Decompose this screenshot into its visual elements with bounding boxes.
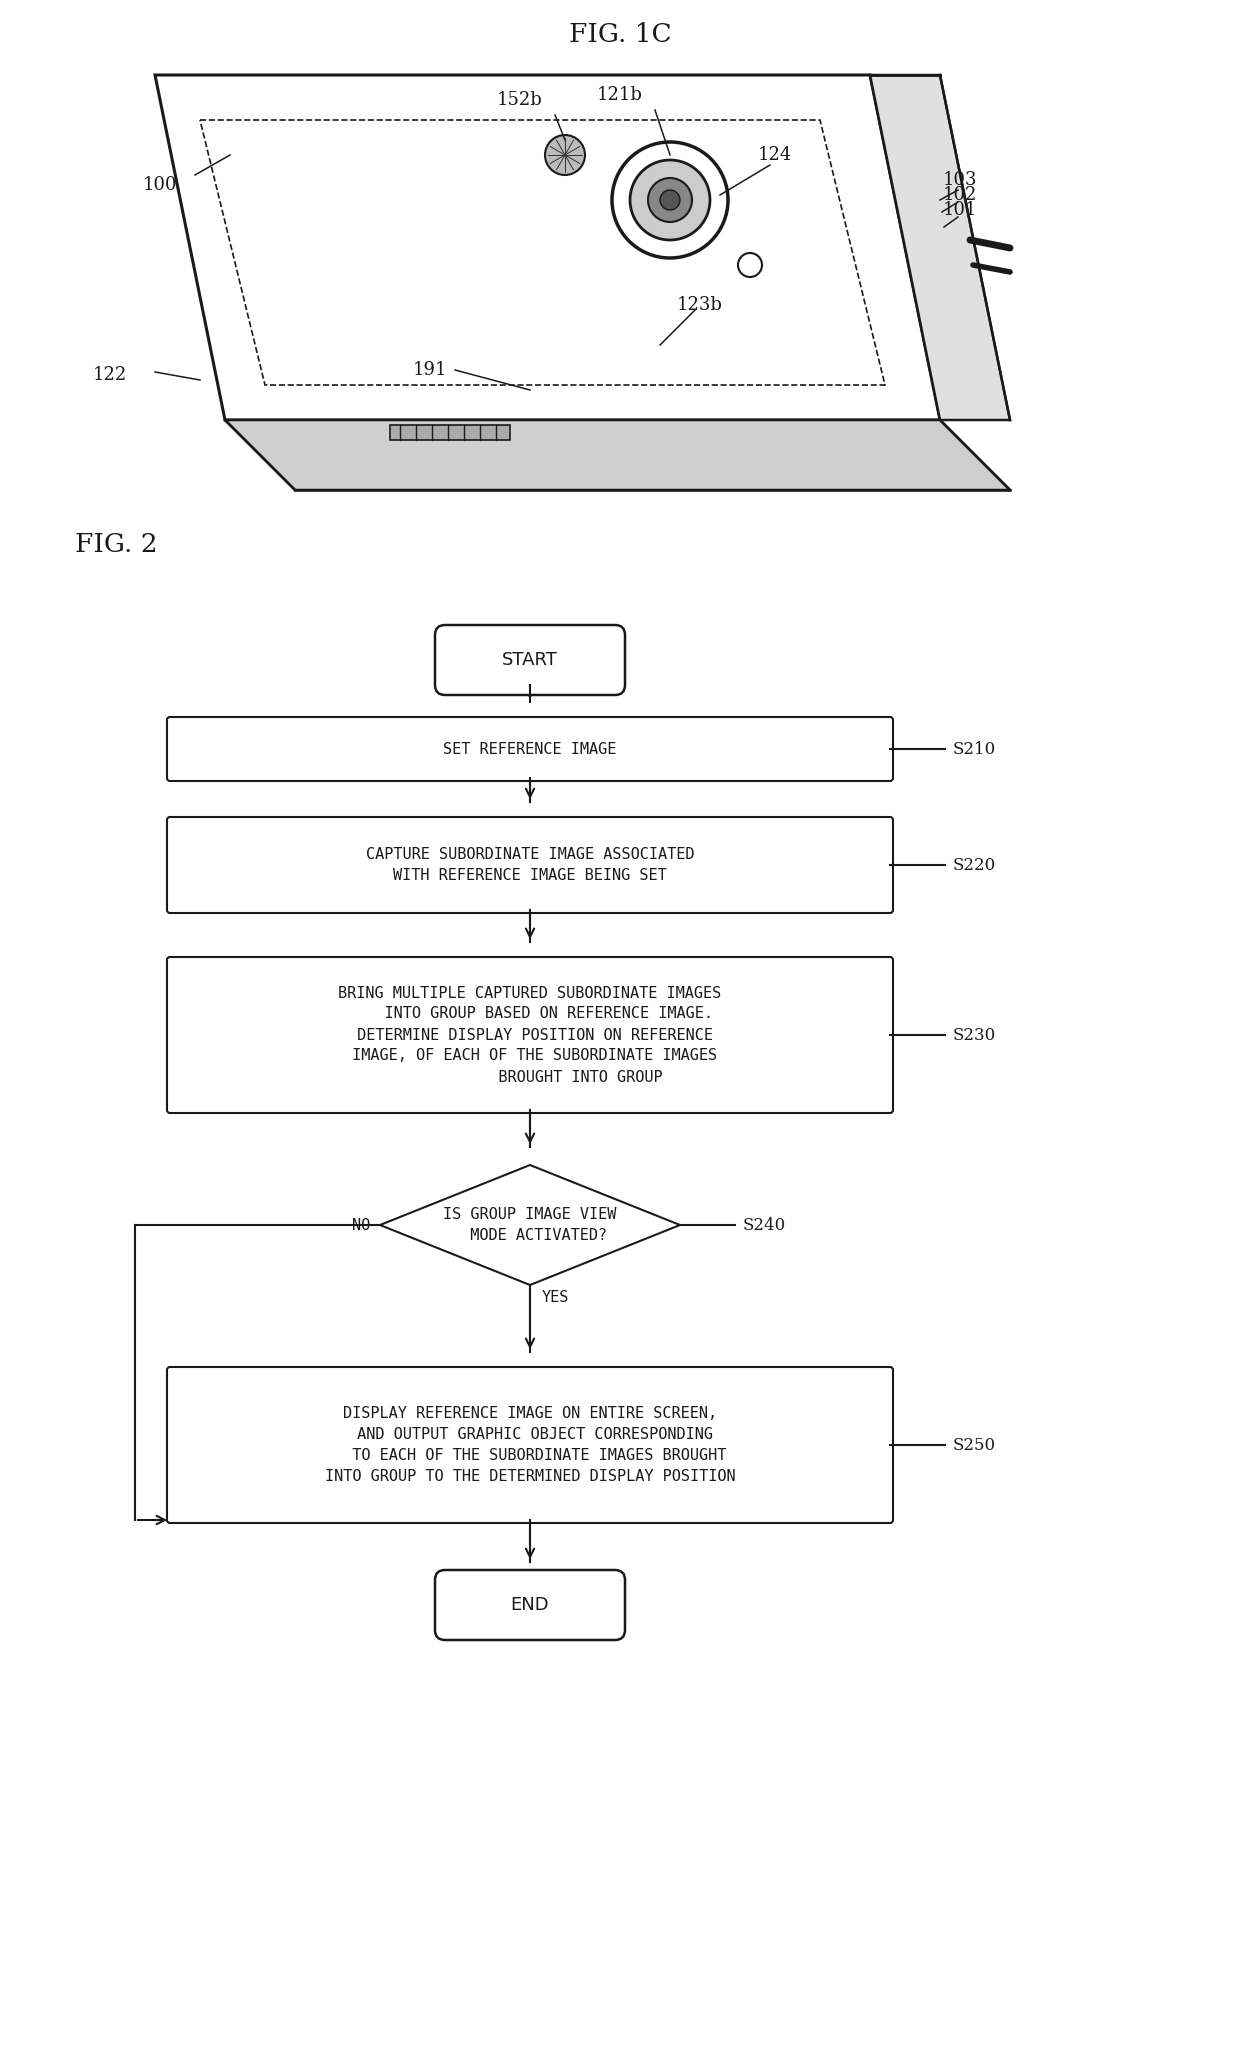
Text: S250: S250 <box>954 1436 996 1453</box>
Text: 103: 103 <box>942 172 977 188</box>
FancyBboxPatch shape <box>167 716 893 782</box>
Text: 122: 122 <box>93 366 128 385</box>
Polygon shape <box>870 76 1011 419</box>
Text: BRING MULTIPLE CAPTURED SUBORDINATE IMAGES
    INTO GROUP BASED ON REFERENCE IMA: BRING MULTIPLE CAPTURED SUBORDINATE IMAG… <box>339 986 722 1084</box>
Circle shape <box>630 160 711 239</box>
Circle shape <box>660 190 680 211</box>
Text: 101: 101 <box>942 201 977 219</box>
Text: 102: 102 <box>942 186 977 205</box>
Text: FIG. 2: FIG. 2 <box>74 532 157 557</box>
Text: 100: 100 <box>143 176 177 194</box>
FancyBboxPatch shape <box>435 1569 625 1641</box>
FancyBboxPatch shape <box>167 958 893 1113</box>
Text: 191: 191 <box>413 360 448 379</box>
Polygon shape <box>224 419 1011 489</box>
Text: S230: S230 <box>954 1027 996 1043</box>
Circle shape <box>613 141 728 258</box>
Text: SET REFERENCE IMAGE: SET REFERENCE IMAGE <box>444 741 616 757</box>
Text: S210: S210 <box>954 741 996 757</box>
Text: S220: S220 <box>954 857 996 874</box>
Circle shape <box>649 178 692 223</box>
Text: FIG. 1C: FIG. 1C <box>569 23 671 47</box>
Polygon shape <box>391 426 510 440</box>
Text: YES: YES <box>542 1289 569 1305</box>
Text: 124: 124 <box>758 145 792 164</box>
FancyBboxPatch shape <box>435 624 625 696</box>
Text: START: START <box>502 651 558 669</box>
FancyBboxPatch shape <box>167 816 893 913</box>
Text: IS GROUP IMAGE VIEW
  MODE ACTIVATED?: IS GROUP IMAGE VIEW MODE ACTIVATED? <box>444 1207 616 1244</box>
Text: 121b: 121b <box>598 86 642 104</box>
Text: S240: S240 <box>743 1217 786 1234</box>
Text: END: END <box>511 1596 549 1614</box>
Circle shape <box>546 135 585 176</box>
Text: CAPTURE SUBORDINATE IMAGE ASSOCIATED
WITH REFERENCE IMAGE BEING SET: CAPTURE SUBORDINATE IMAGE ASSOCIATED WIT… <box>366 847 694 884</box>
Text: NO: NO <box>352 1217 370 1232</box>
Polygon shape <box>379 1164 680 1285</box>
Text: 123b: 123b <box>677 297 723 313</box>
Polygon shape <box>155 76 940 419</box>
Text: DISPLAY REFERENCE IMAGE ON ENTIRE SCREEN,
 AND OUTPUT GRAPHIC OBJECT CORRESPONDI: DISPLAY REFERENCE IMAGE ON ENTIRE SCREEN… <box>325 1406 735 1483</box>
Text: 152b: 152b <box>497 90 543 108</box>
FancyBboxPatch shape <box>167 1367 893 1522</box>
